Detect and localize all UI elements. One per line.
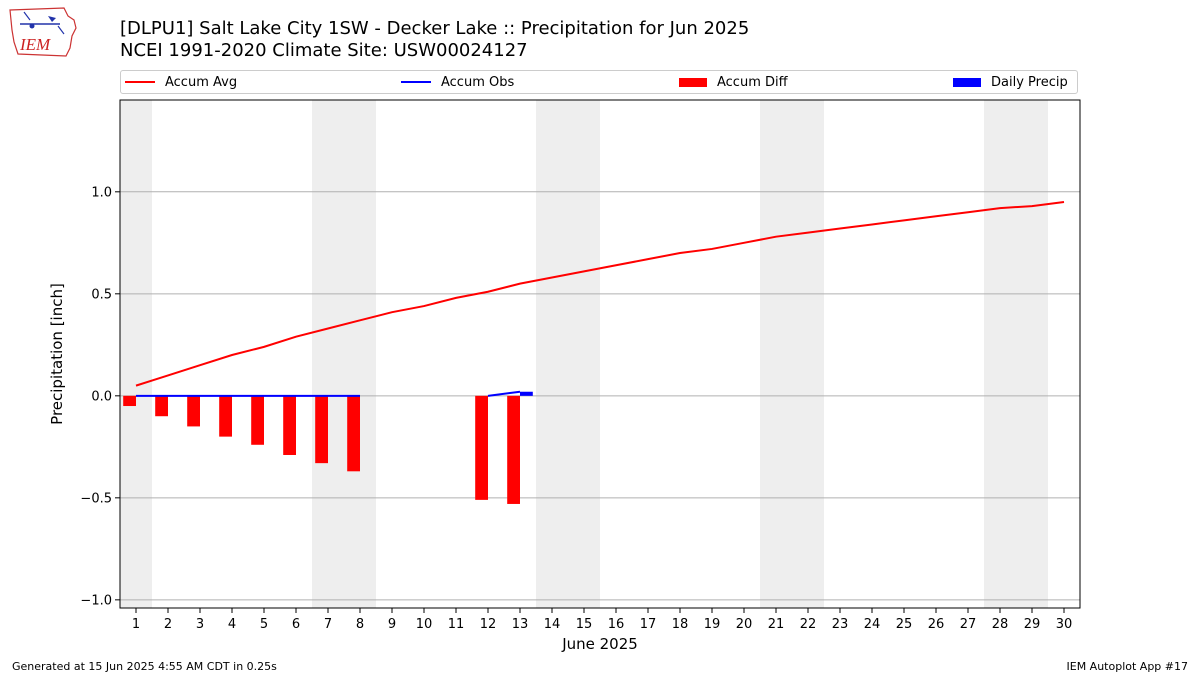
accum-diff-bar-day-7 [315,395,328,464]
x-tick-label-9: 9 [388,617,396,632]
y-axis-label: Precipitation [inch] [48,283,66,425]
weekend-band-2 [536,100,600,608]
x-tick-label-23: 23 [832,617,849,632]
legend-accum-diff: Accum Diff [679,71,788,93]
plot-frame [119,99,1081,609]
x-tick-label-18: 18 [672,617,689,632]
x-tick-label-14: 14 [544,617,561,632]
iem-logo: IEM [8,6,80,58]
chart-subtitle: NCEI 1991-2020 Climate Site: USW00024127 [120,40,528,61]
accum-diff-bar-day-13 [507,395,520,504]
weekend-band-1 [312,100,376,608]
chart-title: [DLPU1] Salt Lake City 1SW - Decker Lake… [120,18,750,39]
x-tick-label-1: 1 [132,617,140,632]
legend-daily-precip-swatch [953,77,981,87]
x-tick-label-28: 28 [992,617,1009,632]
generated-timestamp: Generated at 15 Jun 2025 4:55 AM CDT in … [12,660,277,673]
legend-accum-avg-label: Accum Avg [165,74,238,90]
weekend-band-3 [760,100,824,608]
y-axis-ticks: −1.0 −0.5 0.0 0.5 1.0 [80,185,120,608]
legend-accum-diff-swatch [679,77,707,87]
x-tick-label-22: 22 [800,617,817,632]
x-tick-label-8: 8 [356,617,364,632]
series-lines [135,201,1065,397]
x-tick-label-26: 26 [928,617,945,632]
app-credit: IEM Autoplot App #17 [1066,660,1189,673]
accum-diff-bar-day-12 [475,395,488,500]
iowa-state-outline-icon: IEM [9,7,77,57]
daily-precip-bar-day-13 [520,391,533,396]
x-tick-label-17: 17 [640,617,657,632]
x-tick-label-20: 20 [736,617,753,632]
y-tick-label-1: −0.5 [80,491,112,506]
y-tick-label-4: 1.0 [91,185,112,200]
x-tick-label-19: 19 [704,617,721,632]
x-tick-label-25: 25 [896,617,913,632]
weekend-band-0 [120,100,152,608]
y-tick-label-3: 0.5 [91,287,112,302]
accum-diff-bar-day-5 [251,395,264,445]
y-tick-label-2: 0.0 [91,389,112,404]
x-tick-label-15: 15 [576,617,593,632]
x-axis-ticks: 1 2 3 4 5 6 7 8 9 10 11 12 13 14 15 16 17 18 19 20 21 22 23 24 2… [132,608,1072,632]
legend-accum-avg: Accum Avg [125,71,237,93]
accum-diff-bar-day-8 [347,395,360,472]
accum-diff-bar-day-2 [155,395,168,417]
legend-daily-precip: Daily Precip [953,71,1068,93]
x-tick-label-21: 21 [768,617,785,632]
grid-lines [120,191,1080,601]
x-tick-label-16: 16 [608,617,625,632]
accum-diff-bar-day-1 [123,395,136,407]
legend-accum-obs-swatch [401,81,431,83]
x-tick-label-29: 29 [1024,617,1041,632]
logo-text: IEM [19,35,51,54]
x-tick-label-27: 27 [960,617,977,632]
x-tick-label-2: 2 [164,617,172,632]
legend: Accum Avg Accum Obs Accum Diff Daily Pre… [120,70,1078,94]
x-axis-label: June 2025 [561,635,638,653]
legend-accum-obs: Accum Obs [401,71,514,93]
legend-accum-avg-swatch [125,81,155,83]
legend-accum-obs-label: Accum Obs [441,74,515,90]
weekend-band-4 [984,100,1048,608]
x-tick-label-30: 30 [1056,617,1073,632]
accum-diff-bar-day-3 [187,395,200,427]
x-tick-label-12: 12 [480,617,497,632]
accum-diff-bar-day-6 [283,395,296,455]
x-tick-label-3: 3 [196,617,204,632]
x-tick-label-7: 7 [324,617,332,632]
x-tick-label-5: 5 [260,617,268,632]
legend-accum-diff-label: Accum Diff [717,74,788,90]
x-tick-label-4: 4 [228,617,236,632]
accum-avg-line [135,201,1065,387]
x-tick-label-13: 13 [512,617,529,632]
x-tick-label-24: 24 [864,617,881,632]
accum-diff-bar-day-4 [219,395,232,437]
accum-diff-bars [123,395,520,504]
x-tick-label-11: 11 [448,617,465,632]
accum-obs-line-segment-1 [487,390,521,397]
weekend-shading [120,100,1048,608]
x-tick-label-10: 10 [416,617,433,632]
y-tick-label-0: −1.0 [80,593,112,608]
x-tick-label-6: 6 [292,617,300,632]
legend-daily-precip-label: Daily Precip [991,74,1068,90]
